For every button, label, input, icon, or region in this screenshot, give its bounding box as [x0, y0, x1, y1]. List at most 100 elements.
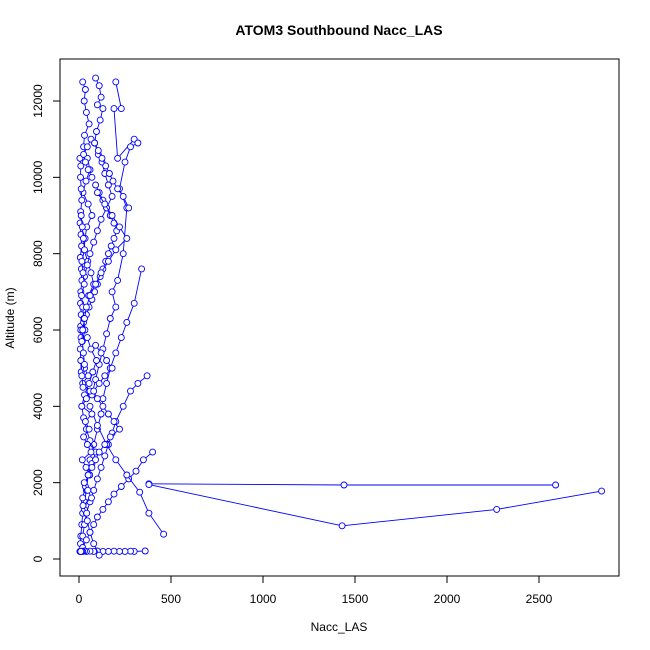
data-point: [99, 505, 107, 513]
data-point: [93, 227, 101, 235]
data-point: [79, 494, 87, 502]
data-point: [80, 479, 88, 487]
data-point: [95, 448, 103, 456]
data-point: [117, 483, 125, 490]
data-point: [121, 158, 129, 166]
data-point: [141, 547, 149, 555]
data-point: [78, 257, 86, 265]
data-point: [92, 181, 100, 189]
y-tick-label: 6000: [31, 316, 45, 343]
data-point: [97, 269, 105, 277]
data-point: [112, 349, 120, 357]
data-point: [149, 448, 157, 456]
data-point: [110, 418, 118, 426]
data-point: [104, 181, 112, 189]
data-point: [106, 315, 114, 322]
data-point: [84, 166, 92, 174]
data-point: [123, 234, 131, 242]
data-point: [123, 318, 131, 326]
data-point: [78, 223, 86, 231]
data-point: [81, 158, 89, 166]
x-tick-label: 2000: [434, 592, 461, 606]
data-point: [97, 349, 105, 357]
data-point: [79, 78, 87, 86]
series-15: [84, 341, 123, 479]
data-point: [81, 315, 88, 322]
x-axis-title: Nacc_LAS: [311, 620, 368, 634]
y-tick-label: 10000: [31, 160, 45, 194]
data-point: [104, 250, 112, 258]
data-point: [78, 337, 86, 345]
x-tick-label: 2500: [526, 592, 553, 606]
data-point: [95, 82, 103, 90]
chart-title: ATOM3 Southbound Nacc_LAS: [235, 22, 442, 38]
data-point: [93, 101, 101, 109]
x-tick-label: 1500: [342, 592, 369, 606]
data-point: [88, 494, 95, 502]
data-point: [92, 280, 100, 288]
data-point: [78, 372, 86, 380]
data-point: [82, 395, 90, 403]
series-line: [148, 484, 602, 527]
data-point: [110, 547, 118, 555]
data-point: [79, 269, 87, 277]
plot-area: [76, 74, 606, 559]
data-point: [88, 173, 96, 181]
data-point: [96, 116, 104, 124]
data-point: [127, 387, 134, 395]
data-point: [90, 486, 98, 494]
data-point: [77, 162, 85, 170]
data-point: [102, 162, 110, 170]
data-point: [85, 120, 93, 128]
data-point: [84, 486, 92, 494]
data-point: [108, 288, 116, 296]
data-point: [92, 74, 100, 82]
y-axis: 0 2000 4000 6000 8000 10000 12000: [31, 84, 61, 562]
data-point: [79, 383, 87, 391]
data-point: [107, 242, 115, 250]
data-point: [93, 475, 101, 483]
data-point: [80, 150, 88, 158]
data-point: [88, 410, 96, 418]
data-point: [94, 147, 102, 155]
data-point: [99, 105, 107, 113]
data-point: [119, 402, 127, 410]
data-point: [108, 212, 116, 219]
data-point: [119, 192, 127, 200]
data-point: [93, 421, 101, 429]
y-tick-label: 8000: [31, 240, 45, 267]
data-point: [97, 410, 105, 418]
series-line: [80, 215, 86, 388]
data-point: [83, 143, 91, 151]
data-point: [78, 402, 86, 410]
data-point: [598, 487, 606, 495]
data-point: [110, 490, 118, 498]
data-point: [81, 246, 88, 254]
x-tick-label: 500: [161, 592, 181, 606]
data-point: [108, 192, 116, 200]
data-point: [145, 509, 153, 517]
data-point: [84, 200, 92, 208]
data-point: [103, 357, 111, 364]
data-point: [97, 463, 105, 471]
data-point: [116, 223, 123, 231]
data-point: [81, 86, 89, 93]
data-point: [112, 456, 120, 464]
data-point: [92, 456, 100, 464]
data-point: [81, 131, 88, 139]
data-point: [84, 471, 92, 479]
data-point: [109, 177, 117, 185]
data-point: [108, 364, 116, 372]
data-point: [90, 540, 98, 548]
data-point: [83, 517, 91, 525]
data-point: [91, 139, 99, 147]
data-point: [114, 276, 122, 284]
y-tick-label: 0: [31, 555, 45, 562]
data-point: [338, 522, 346, 530]
data-point: [86, 528, 94, 536]
data-point: [79, 502, 87, 510]
series-5: [79, 372, 151, 540]
data-point: [99, 402, 107, 410]
data-point: [134, 139, 142, 147]
data-point: [93, 357, 100, 364]
